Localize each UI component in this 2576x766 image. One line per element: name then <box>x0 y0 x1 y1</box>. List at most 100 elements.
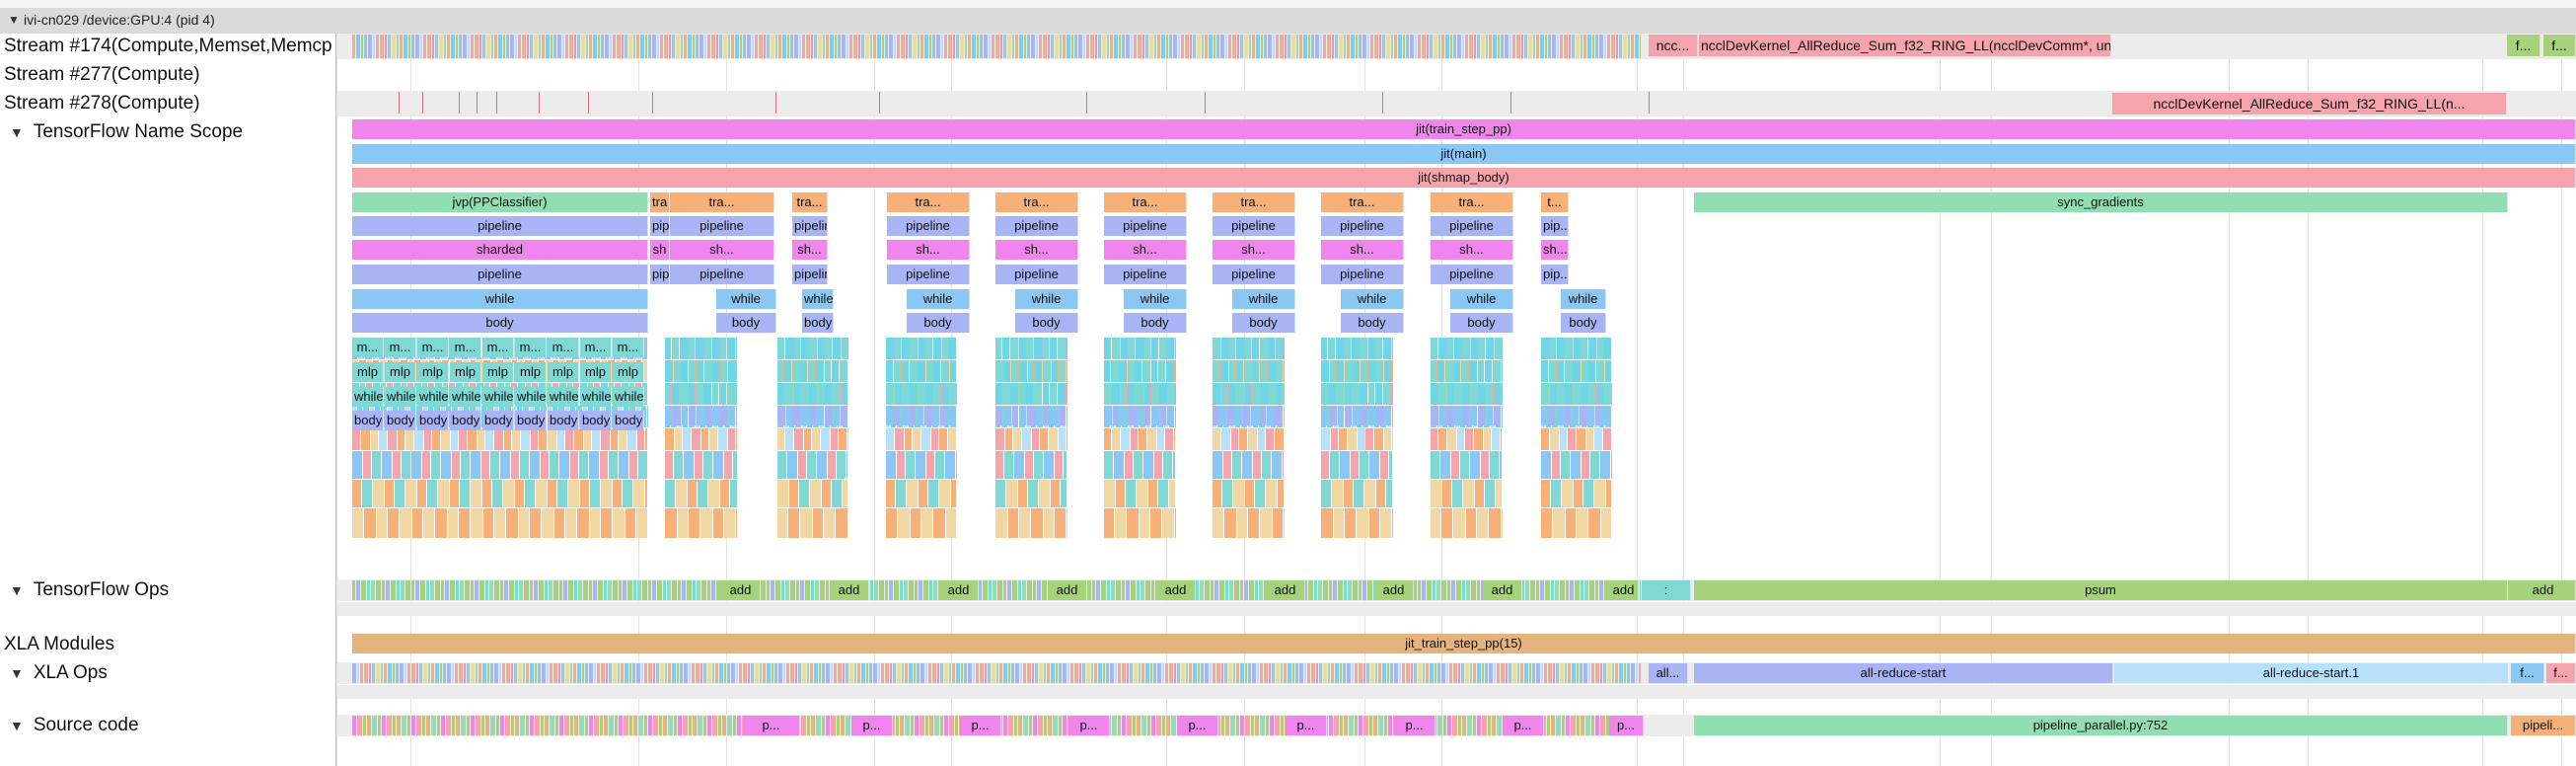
kernel-slice[interactable] <box>589 716 593 735</box>
scope-row-first[interactable]: while <box>352 289 648 309</box>
kernel-slice[interactable] <box>806 35 810 58</box>
kernel-slice[interactable] <box>645 35 647 58</box>
kernel-slice[interactable] <box>893 663 896 683</box>
kernel-slice[interactable] <box>1008 716 1013 735</box>
kernel-slice[interactable] <box>539 580 544 600</box>
kernel-slice[interactable] <box>675 428 682 450</box>
kernel-slice[interactable] <box>817 406 824 425</box>
kernel-slice[interactable] <box>604 716 608 735</box>
kernel-slice[interactable] <box>1465 428 1473 450</box>
kernel-slice[interactable] <box>482 35 485 58</box>
kernel-slice[interactable] <box>928 663 931 683</box>
kernel-slice[interactable] <box>1574 480 1582 507</box>
kernel-slice[interactable] <box>941 35 943 58</box>
kernel-slice[interactable] <box>486 35 490 58</box>
kernel-slice[interactable] <box>1147 428 1156 450</box>
kernel-slice[interactable] <box>659 716 662 735</box>
kernel-slice[interactable] <box>471 716 475 735</box>
kernel-slice[interactable] <box>1489 663 1493 683</box>
kernel-slice[interactable] <box>1361 360 1367 382</box>
kernel-slice[interactable] <box>1082 663 1085 683</box>
kernel-slice[interactable] <box>396 663 399 683</box>
kernel-slice[interactable] <box>1589 580 1594 600</box>
kernel-slice[interactable] <box>1562 338 1567 359</box>
kernel-slice[interactable] <box>1130 663 1133 683</box>
kernel-slice[interactable] <box>1193 35 1196 58</box>
kernel-slice[interactable] <box>1415 35 1417 58</box>
kernel-slice[interactable] <box>940 663 943 683</box>
kernel-slice[interactable] <box>1597 383 1603 405</box>
kernel-slice[interactable] <box>1536 663 1540 683</box>
kernel-slice[interactable] <box>1275 428 1284 450</box>
kernel-slice[interactable] <box>1151 580 1154 600</box>
kernel-slice[interactable] <box>929 580 932 600</box>
kernel-slice[interactable] <box>500 451 510 479</box>
scope-inner-while[interactable]: while <box>450 387 481 407</box>
kernel-slice[interactable] <box>785 428 793 450</box>
kernel-slice[interactable] <box>1051 406 1059 425</box>
kernel-slice[interactable] <box>478 428 484 450</box>
kernel-slice[interactable] <box>1431 451 1439 479</box>
kernel-slice[interactable] <box>568 580 573 600</box>
kernel-slice[interactable] <box>1136 338 1143 359</box>
kernel-slice[interactable] <box>611 428 618 450</box>
kernel-slice[interactable] <box>380 35 384 58</box>
kernel-slice[interactable] <box>1577 508 1587 538</box>
kernel-slice[interactable] <box>1228 663 1232 683</box>
kernel-slice[interactable] <box>464 663 466 683</box>
kernel-slice[interactable] <box>777 428 784 450</box>
kernel-slice[interactable] <box>665 428 674 450</box>
kernel-slice[interactable] <box>1550 338 1556 359</box>
kernel-slice[interactable] <box>663 716 667 735</box>
kernel-slice[interactable] <box>585 716 588 735</box>
kernel-slice[interactable] <box>711 35 715 58</box>
kernel-slice[interactable] <box>1486 338 1494 359</box>
kernel-slice[interactable] <box>1012 406 1018 425</box>
kernel-slice[interactable] <box>721 360 727 382</box>
kernel-slice[interactable] <box>724 451 732 479</box>
kernel-slice[interactable] <box>629 663 631 683</box>
kernel-slice[interactable] <box>715 663 718 683</box>
scope-loop-slice[interactable]: body <box>1124 313 1187 333</box>
kernel-slice[interactable] <box>956 35 959 58</box>
kernel-slice[interactable] <box>1454 338 1461 359</box>
kernel-slice[interactable] <box>700 338 705 359</box>
kernel-slice[interactable] <box>1390 338 1392 359</box>
kernel-slice[interactable] <box>388 35 391 58</box>
kernel-slice[interactable] <box>1007 35 1011 58</box>
kernel-slice[interactable] <box>583 580 588 600</box>
kernel-slice[interactable] <box>1603 663 1606 683</box>
kernel-slice[interactable] <box>920 716 924 735</box>
kernel-slice[interactable] <box>923 580 928 600</box>
kernel-slice[interactable] <box>985 663 987 683</box>
kernel-slice[interactable] <box>1028 360 1034 382</box>
kernel-slice[interactable] <box>388 428 397 450</box>
kernel-slice[interactable] <box>1471 580 1476 600</box>
scope-loop-slice[interactable]: pipeline <box>1321 216 1404 236</box>
kernel-slice[interactable] <box>1619 663 1623 683</box>
kernel-slice[interactable] <box>636 508 647 538</box>
kernel-slice[interactable] <box>853 35 857 58</box>
scope-loop-slice[interactable]: sh... <box>1104 240 1187 260</box>
kernel-slice[interactable] <box>1377 360 1383 382</box>
kernel-slice[interactable] <box>1474 35 1476 58</box>
kernel-slice[interactable] <box>777 508 787 538</box>
kernel-slice[interactable] <box>1141 716 1146 735</box>
kernel-slice[interactable] <box>648 663 652 683</box>
kernel-slice[interactable] <box>1158 360 1165 382</box>
kernel-slice[interactable] <box>1423 663 1425 683</box>
kernel-slice[interactable] <box>1047 663 1050 683</box>
kernel-slice[interactable] <box>1134 451 1142 479</box>
kernel-slice[interactable] <box>574 716 578 735</box>
scope-mlp-short[interactable]: m... <box>352 338 384 357</box>
kernel-slice[interactable] <box>1291 35 1295 58</box>
kernel-slice[interactable] <box>933 360 940 382</box>
kernel-slice[interactable] <box>1560 663 1564 683</box>
kernel-slice[interactable] <box>886 383 894 405</box>
kernel-slice[interactable] <box>913 428 920 450</box>
kernel-slice[interactable] <box>1048 716 1052 735</box>
kernel-slice[interactable] <box>1225 716 1229 735</box>
kernel-slice[interactable] <box>902 338 909 359</box>
kernel-slice[interactable] <box>724 663 726 683</box>
kernel-slice[interactable] <box>1269 338 1275 359</box>
